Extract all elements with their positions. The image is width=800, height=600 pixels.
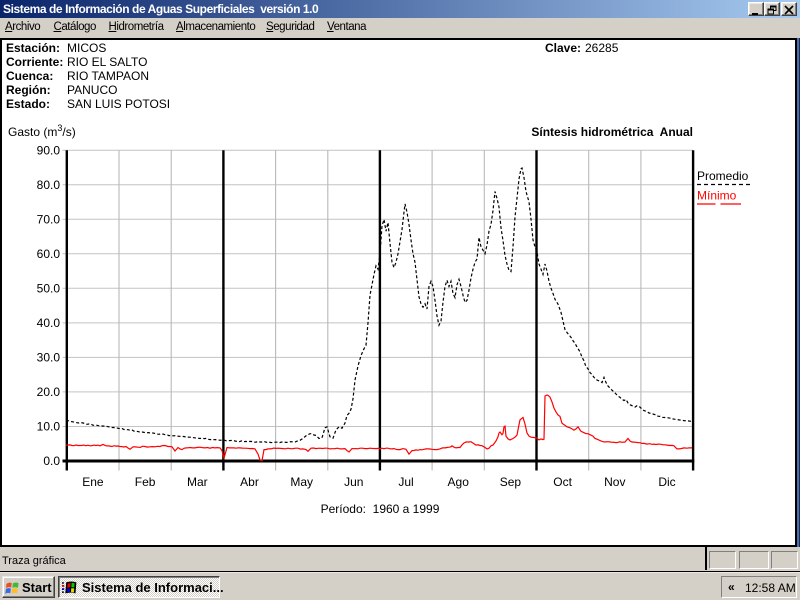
svg-text:Oct: Oct bbox=[553, 475, 572, 489]
svg-text:40.0: 40.0 bbox=[37, 316, 61, 330]
svg-text:Gasto (m3/s): Gasto (m3/s) bbox=[8, 123, 76, 139]
svg-text:30.0: 30.0 bbox=[37, 351, 61, 365]
svg-text:20.0: 20.0 bbox=[37, 385, 61, 399]
svg-text:Mínimo: Mínimo bbox=[697, 189, 737, 203]
svg-text:Promedio: Promedio bbox=[697, 169, 749, 183]
svg-text:90.0: 90.0 bbox=[37, 143, 61, 157]
svg-text:Sep: Sep bbox=[500, 475, 522, 489]
svg-text:Dic: Dic bbox=[658, 475, 675, 489]
svg-text:Mar: Mar bbox=[187, 475, 208, 489]
svg-text:Síntesis hidrométrica Anual: Síntesis hidrométrica Anual bbox=[531, 125, 693, 139]
svg-text:Abr: Abr bbox=[240, 475, 259, 489]
svg-text:Ene: Ene bbox=[82, 475, 104, 489]
svg-text:70.0: 70.0 bbox=[37, 213, 61, 227]
svg-text:Ago: Ago bbox=[448, 475, 470, 489]
svg-text:Período: 1960 a 1999: Período: 1960 a 1999 bbox=[321, 502, 440, 516]
svg-text:80.0: 80.0 bbox=[37, 178, 61, 192]
svg-text:Jul: Jul bbox=[398, 475, 413, 489]
svg-text:May: May bbox=[290, 475, 313, 489]
svg-text:50.0: 50.0 bbox=[37, 282, 61, 296]
svg-text:60.0: 60.0 bbox=[37, 247, 61, 261]
svg-text:Nov: Nov bbox=[604, 475, 625, 489]
svg-text:0.0: 0.0 bbox=[43, 454, 60, 468]
svg-text:Jun: Jun bbox=[344, 475, 363, 489]
svg-text:Feb: Feb bbox=[135, 475, 156, 489]
svg-text:10.0: 10.0 bbox=[37, 420, 61, 434]
